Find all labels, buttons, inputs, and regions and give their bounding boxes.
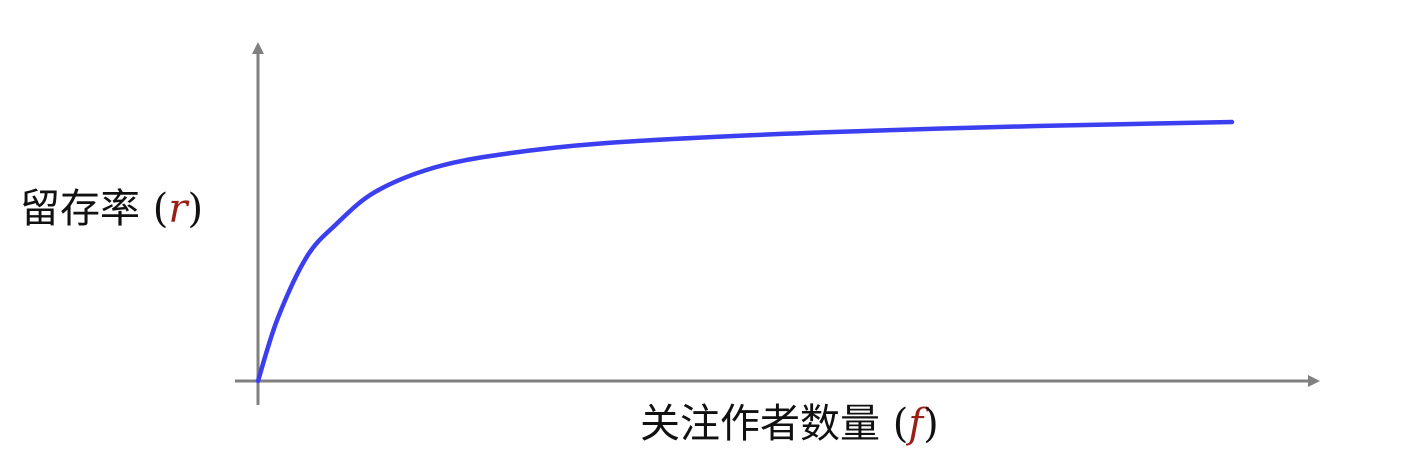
x-axis-label-text: 关注作者数量 (640, 401, 880, 447)
x-axis-variable: f (908, 401, 924, 447)
x-axis-label-open-paren: ( (892, 401, 909, 447)
y-axis-arrow (252, 42, 264, 54)
y-axis-label-text: 留存率 (20, 186, 140, 232)
series-layer (255, 119, 1235, 384)
y-axis-label-open-paren: ( (152, 186, 169, 232)
series-line-0 (255, 119, 1235, 384)
y-axis-label-close-paren: ) (187, 186, 204, 232)
x-axis-label-close-paren: ) (923, 401, 939, 447)
y-axis-variable: r (168, 186, 188, 232)
axes (235, 42, 1320, 405)
x-axis-label: 关注作者数量 (f) (640, 404, 939, 444)
x-axis-arrow (1308, 375, 1320, 387)
y-axis-label: 留存率 (r) (20, 189, 203, 229)
